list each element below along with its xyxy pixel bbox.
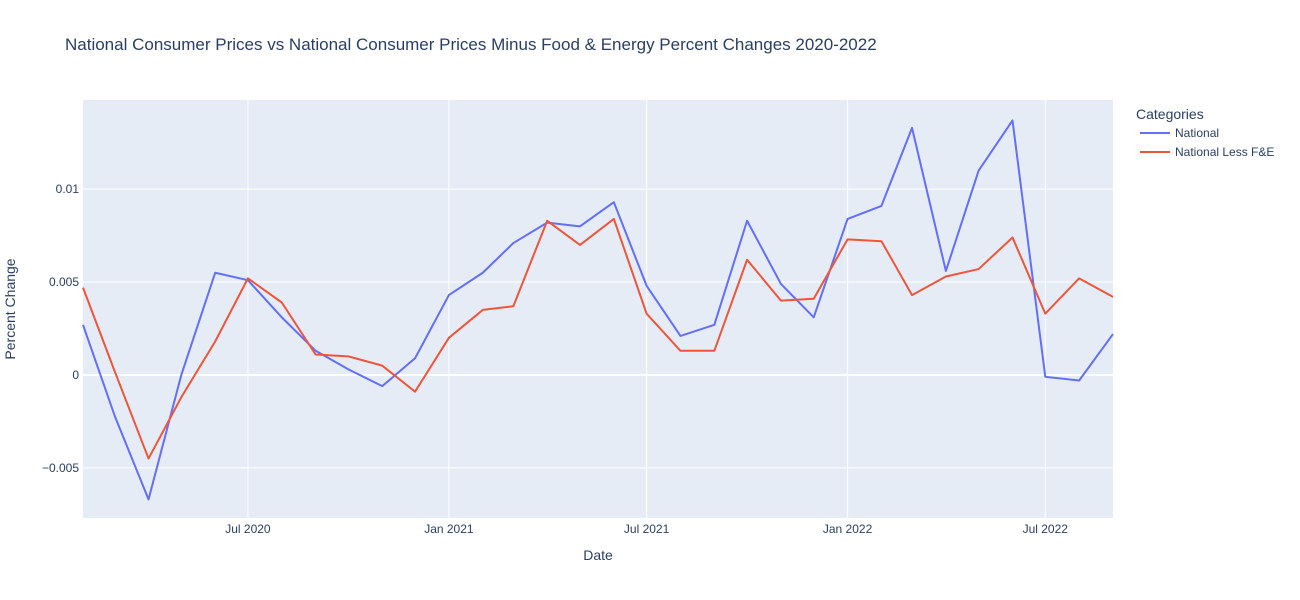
x-tick-label: Jul 2021 [624,522,670,536]
x-tick-label: Jan 2021 [424,522,474,536]
y-axis-title: Percent Change [2,258,18,359]
legend-item-label[interactable]: National [1175,126,1219,140]
y-tick-label: 0.01 [56,182,80,196]
y-gridlines [83,188,1113,469]
y-axis-ticks: −0.005 0 0.005 0.01 [42,182,79,475]
plot-area [83,100,1113,518]
series-line-national-less-fe[interactable] [82,217,1114,460]
x-tick-label: Jul 2022 [1023,522,1069,536]
chart-title: National Consumer Prices vs National Con… [65,35,877,54]
legend-title: Categories [1136,106,1204,122]
legend: Categories National National Less F&E [1136,106,1274,159]
x-tick-label: Jul 2020 [225,522,271,536]
x-axis-ticks: Jul 2020 Jan 2021 Jul 2021 Jan 2022 Jul 2022 [225,522,1068,536]
x-axis-title: Date [583,547,613,563]
x-tick-label: Jan 2022 [823,522,873,536]
series-line-national[interactable] [82,119,1114,501]
y-tick-label: −0.005 [42,461,79,475]
x-gridlines [247,100,1046,518]
y-tick-label: 0.005 [49,275,79,289]
series-lines [82,119,1114,501]
legend-item-label[interactable]: National Less F&E [1175,145,1274,159]
y-tick-label: 0 [72,368,79,382]
